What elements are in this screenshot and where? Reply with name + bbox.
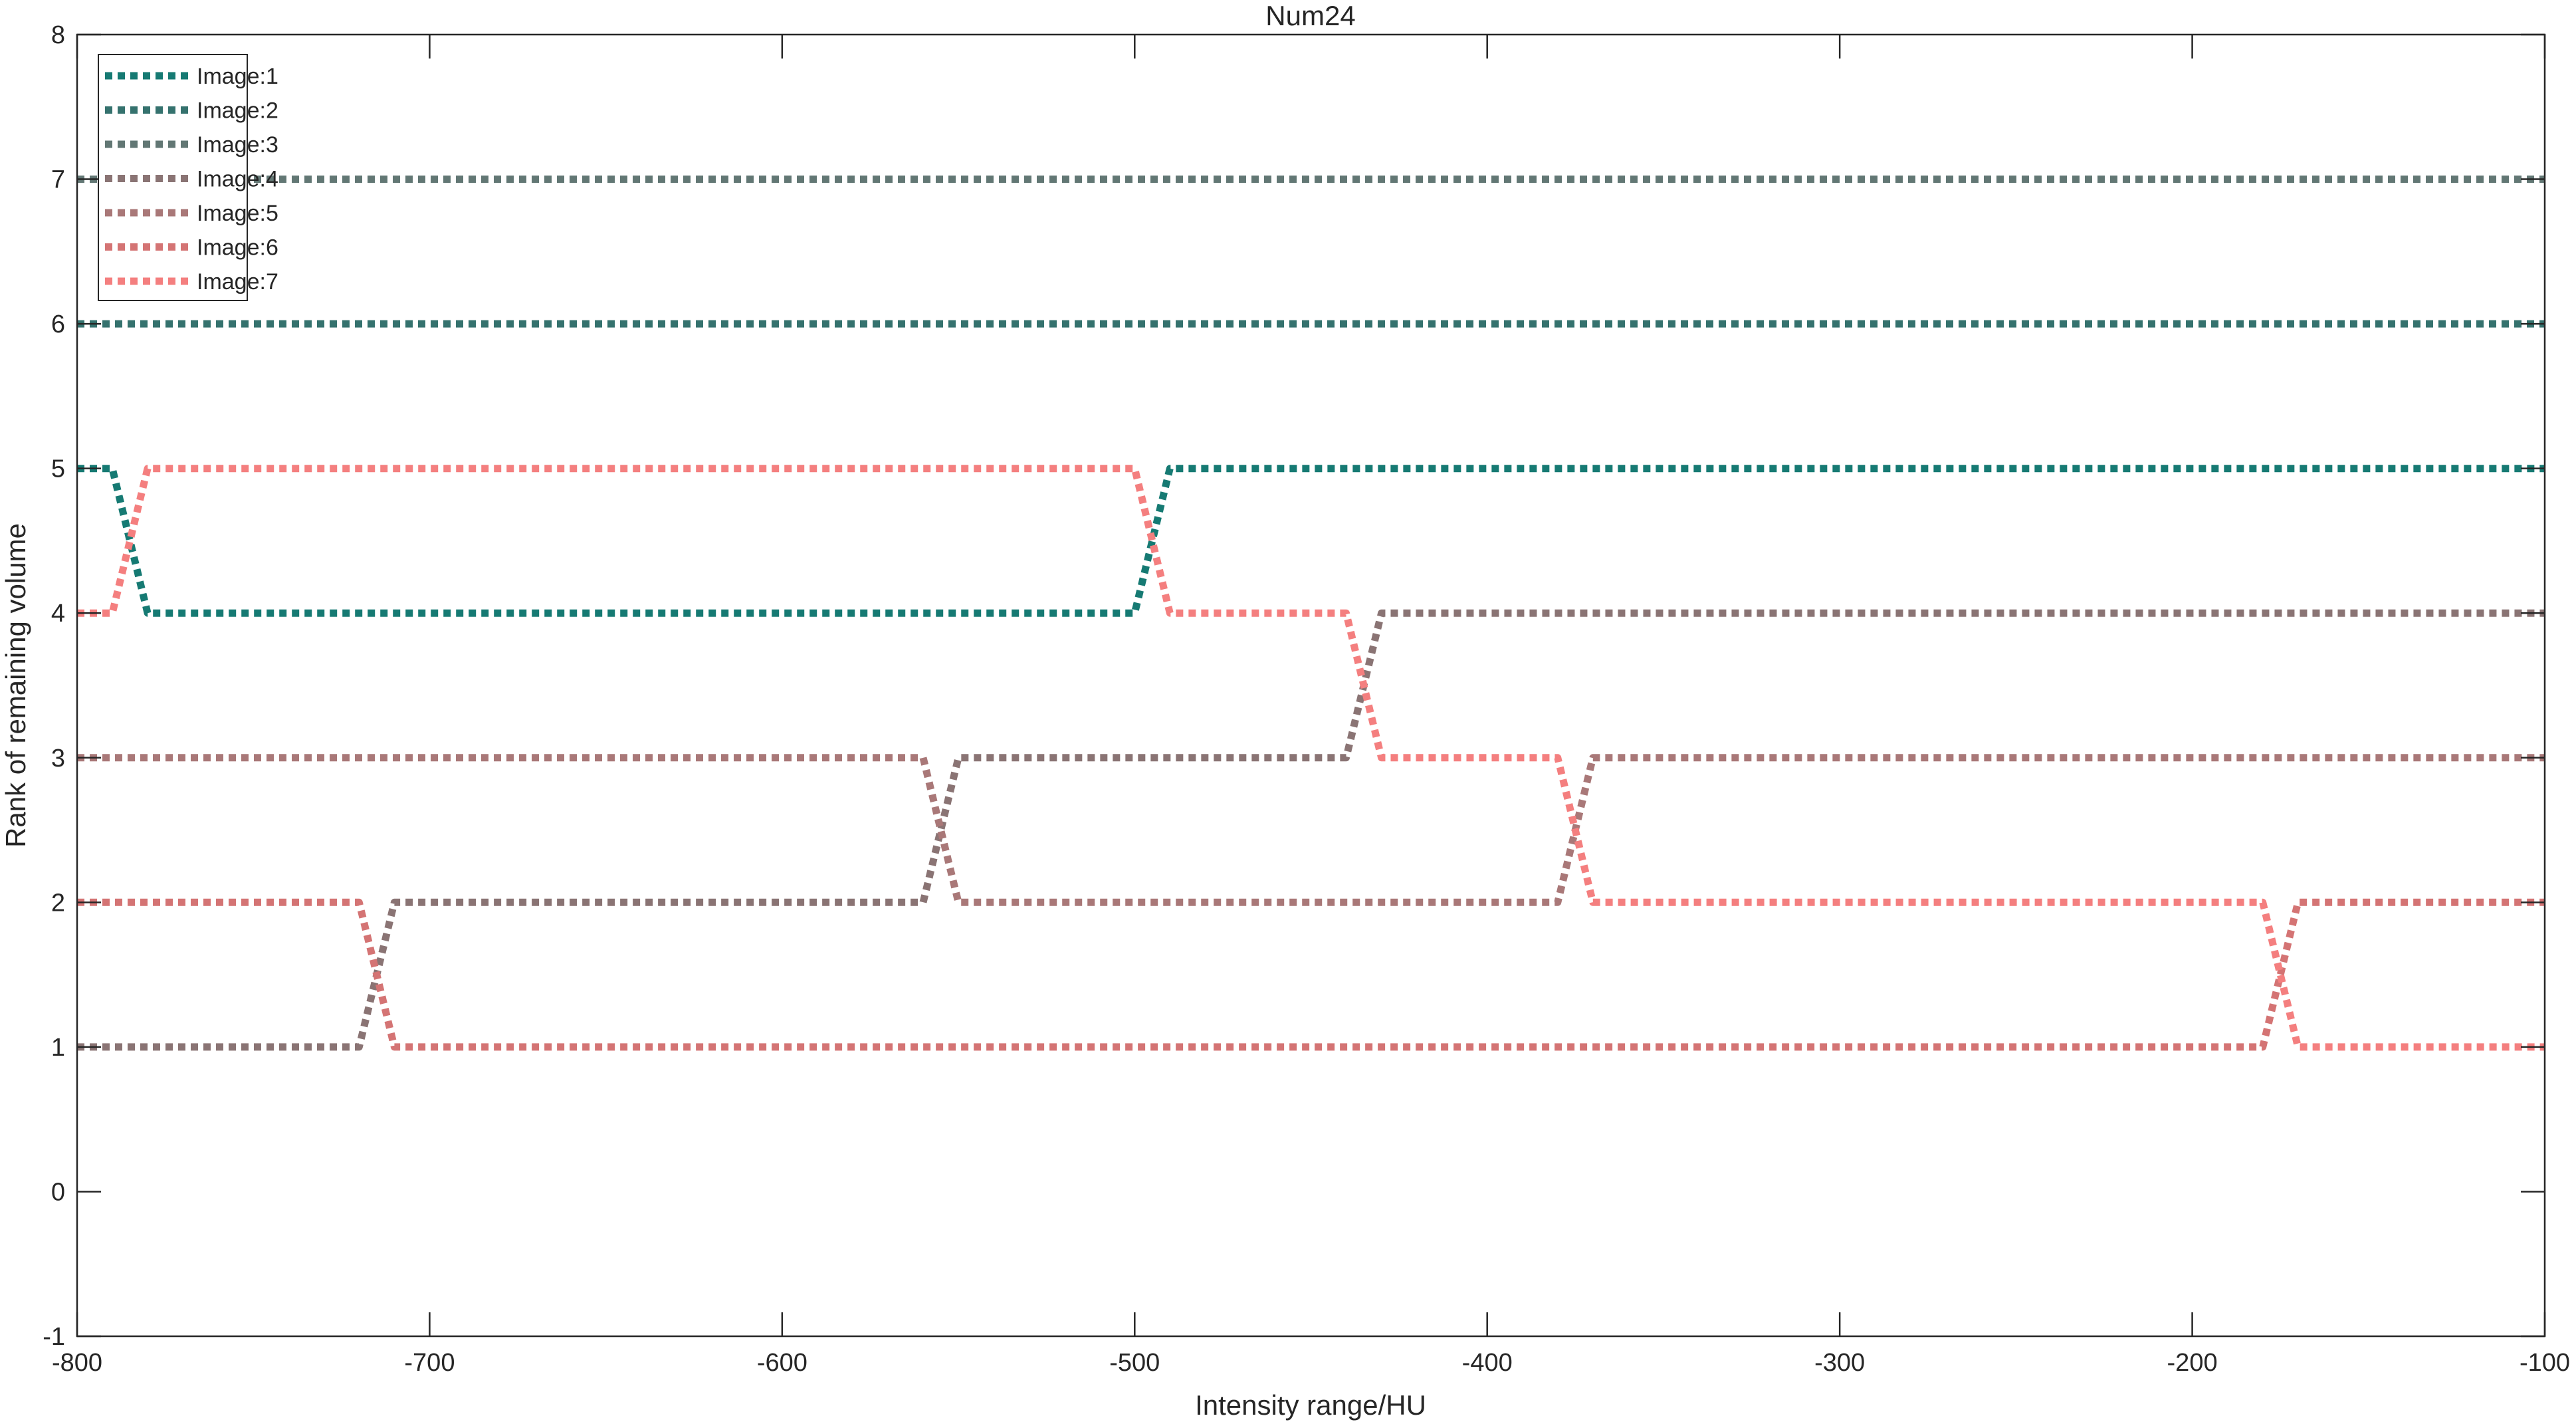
series-line-7 <box>77 465 2545 1051</box>
y-tick-label: -1 <box>43 1323 65 1351</box>
y-tick-label: 8 <box>51 21 65 49</box>
x-tick-label: -200 <box>2167 1349 2218 1377</box>
legend-label-7: Image:7 <box>197 269 278 295</box>
legend: Image:1 Image:2 Image:3 Image:4 Image:5 Image… <box>98 54 278 301</box>
y-tick-label: 1 <box>51 1034 65 1062</box>
y-axis-label: Rank of remaining volume <box>0 523 31 848</box>
series-line-6 <box>77 898 2545 1051</box>
legend-label-5: Image:5 <box>197 201 278 226</box>
legend-label-2: Image:2 <box>197 98 278 124</box>
x-tick-label: -400 <box>1462 1349 1513 1377</box>
y-tick-label: 2 <box>51 889 65 917</box>
chart-title: Num24 <box>1265 0 1355 31</box>
legend-label-6: Image:6 <box>197 235 278 261</box>
legend-label-4: Image:4 <box>197 167 278 192</box>
y-tick-label: 7 <box>51 166 65 194</box>
x-tick-label: -100 <box>2520 1349 2570 1377</box>
y-tick-label: 0 <box>51 1178 65 1206</box>
x-axis: -800 -700 -600 -500 -400 -300 -200 -100 <box>52 35 2570 1377</box>
y-tick-label: 3 <box>51 745 65 772</box>
x-tick-label: -800 <box>52 1349 102 1377</box>
legend-label-1: Image:1 <box>197 64 278 89</box>
plot-background <box>77 35 2545 1336</box>
y-tick-label: 6 <box>51 310 65 338</box>
x-tick-label: -300 <box>1814 1349 1865 1377</box>
y-tick-label: 4 <box>51 600 65 628</box>
x-tick-label: -700 <box>404 1349 455 1377</box>
series-layer <box>77 176 2545 1051</box>
x-axis-label: Intensity range/HU <box>1195 1389 1426 1421</box>
y-axis: -1 0 1 2 3 4 5 6 7 8 <box>43 21 2545 1351</box>
series-line-4 <box>77 609 2545 1051</box>
plot-frame <box>76 33 2546 1338</box>
series-line-1 <box>77 465 2545 617</box>
x-tick-label: -600 <box>757 1349 807 1377</box>
series-line-5 <box>77 754 2545 906</box>
y-tick-label: 5 <box>51 455 65 483</box>
legend-label-3: Image:3 <box>197 132 278 158</box>
x-tick-label: -500 <box>1109 1349 1160 1377</box>
